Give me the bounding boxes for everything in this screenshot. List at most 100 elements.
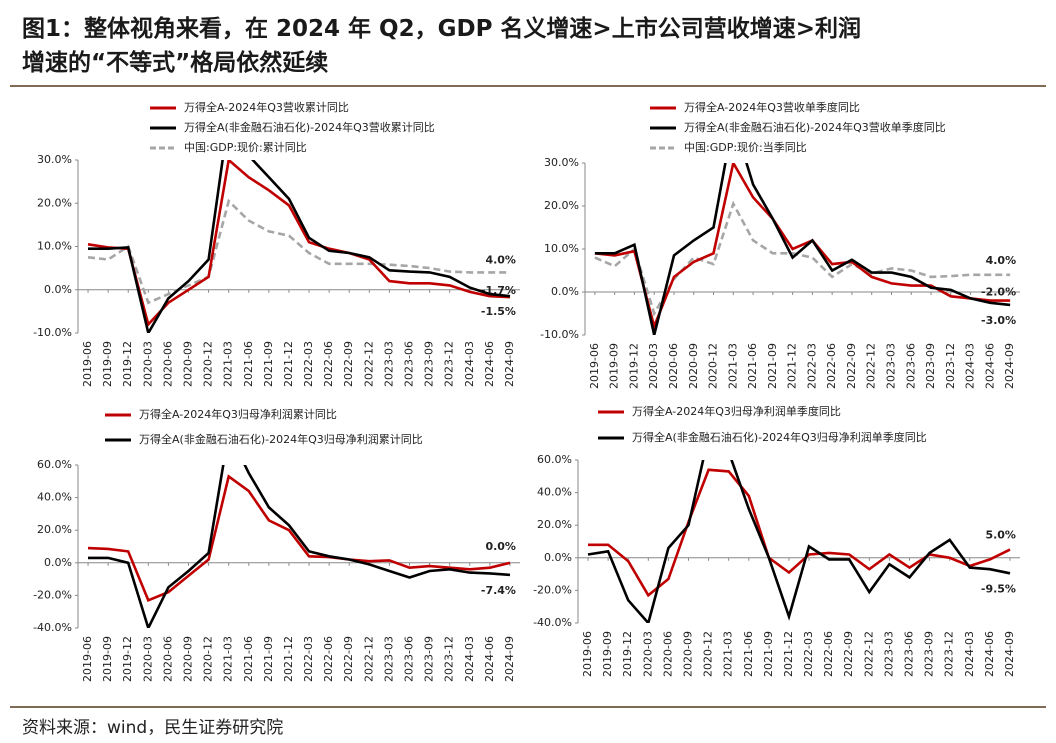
legend-label: 万得全A(非金融石油石化)-2024年Q3归母净利润单季度同比: [632, 430, 927, 444]
x-tick-label: 2022-06: [822, 631, 835, 677]
x-tick-label: 2020-12: [702, 631, 715, 677]
x-tick-label: 2022-06: [825, 343, 838, 389]
x-tick-label: 2023-03: [882, 631, 895, 677]
x-tick-label: 2022-12: [362, 341, 375, 387]
x-tick-label: 2023-09: [923, 631, 936, 677]
x-tick-label: 2019-09: [101, 341, 114, 387]
x-tick-label: 2022-09: [342, 341, 355, 387]
y-tick-label: 20.0%: [537, 518, 572, 531]
y-tick-label: 10.0%: [37, 240, 72, 253]
x-tick-label: 2023-12: [943, 631, 956, 677]
x-tick-label: 2020-03: [647, 343, 660, 389]
legend-label: 中国:GDP:现价:累计同比: [184, 141, 307, 154]
x-tick-label: 2021-09: [262, 341, 275, 387]
x-tick-label: 2019-12: [121, 636, 134, 682]
x-tick-label: 2020-12: [707, 343, 720, 389]
x-tick-label: 2024-03: [463, 341, 476, 387]
x-tick-label: 2024-09: [503, 636, 516, 682]
x-tick-label: 2021-09: [262, 636, 275, 682]
x-tick-label: 2024-03: [963, 631, 976, 677]
legend-label: 万得全A-2024年Q3营收单季度同比: [684, 100, 860, 114]
value-label: 0.0%: [485, 540, 516, 553]
x-tick-label: 2021-03: [222, 341, 235, 387]
x-tick-label: 2023-09: [924, 343, 937, 389]
x-tick-label: 2023-03: [382, 636, 395, 682]
x-tick-label: 2021-12: [782, 631, 795, 677]
y-tick-label: 20.0%: [544, 199, 579, 212]
y-tick-label: 20.0%: [37, 523, 72, 536]
y-tick-label: 10.0%: [544, 242, 579, 255]
x-tick-label: 2020-06: [661, 631, 674, 677]
y-tick-label: 0.0%: [44, 556, 72, 569]
x-tick-label: 2019-09: [101, 636, 114, 682]
page-title: 增速的“不等式”格局依然延续: [22, 49, 328, 76]
x-tick-label: 2024-06: [983, 343, 996, 389]
series-line: [587, 460, 1011, 623]
x-tick-label: 2023-03: [382, 341, 395, 387]
x-tick-label: 2022-03: [302, 636, 315, 682]
y-tick-label: 20.0%: [37, 196, 72, 209]
x-tick-label: 2020-03: [141, 341, 154, 387]
x-tick-label: 2021-12: [282, 341, 295, 387]
x-tick-label: 2023-12: [944, 343, 957, 389]
x-tick-label: 2023-06: [904, 343, 917, 389]
x-tick-label: 2024-06: [483, 636, 496, 682]
x-tick-label: 2022-03: [302, 341, 315, 387]
x-tick-label: 2021-06: [242, 636, 255, 682]
y-tick-label: 60.0%: [37, 458, 72, 471]
value-label: -7.4%: [481, 584, 516, 597]
value-label: 4.0%: [485, 253, 516, 266]
x-tick-label: 2024-09: [1003, 631, 1016, 677]
x-tick-label: 2020-09: [182, 341, 195, 387]
x-tick-label: 2020-06: [161, 341, 174, 387]
series-line: [88, 465, 511, 628]
series-line: [588, 468, 1011, 598]
legend-label: 万得全A(非金融石油石化)-2024年Q3营收单季度同比: [684, 120, 946, 134]
y-tick-label: -10.0%: [540, 328, 579, 341]
legend-label: 中国:GDP:现价:当季同比: [684, 140, 807, 154]
x-tick-label: 2022-03: [805, 343, 818, 389]
x-tick-label: 2019-09: [608, 343, 621, 389]
source: 资料来源：wind，民生证券研究院: [22, 718, 283, 738]
x-tick-label: 2021-06: [742, 631, 755, 677]
x-tick-label: 2023-06: [403, 636, 416, 682]
x-tick-label: 2020-12: [202, 341, 215, 387]
x-tick-label: 2023-12: [443, 636, 456, 682]
legend-label: 万得全A-2024年Q3营收累计同比: [184, 100, 349, 114]
x-tick-label: 2023-12: [443, 341, 456, 387]
x-tick-label: 2022-12: [865, 343, 878, 389]
x-tick-label: 2024-09: [503, 341, 516, 387]
x-tick-label: 2022-06: [322, 341, 335, 387]
y-tick-label: 0.0%: [551, 285, 579, 298]
legend-label: 万得全A-2024年Q3归母净利润单季度同比: [632, 404, 841, 418]
x-tick-label: 2019-06: [81, 341, 94, 387]
legend-label: 万得全A(非金融石油石化)-2024年Q3营收累计同比: [184, 120, 435, 134]
x-tick-label: 2024-03: [463, 636, 476, 682]
series-line: [87, 160, 511, 328]
y-tick-label: -40.0%: [33, 621, 72, 634]
series-line: [594, 163, 1011, 335]
x-tick-label: 2020-09: [182, 636, 195, 682]
x-tick-label: 2021-06: [242, 341, 255, 387]
x-tick-label: 2019-09: [601, 631, 614, 677]
x-tick-label: 2022-12: [862, 631, 875, 677]
legend-label: 万得全A-2024年Q3归母净利润累计同比: [139, 407, 337, 421]
x-tick-label: 2019-06: [581, 631, 594, 677]
x-tick-label: 2023-09: [423, 636, 436, 682]
x-tick-label: 2021-09: [762, 631, 775, 677]
x-tick-label: 2023-03: [884, 343, 897, 389]
y-tick-label: 0.0%: [544, 551, 572, 564]
x-tick-label: 2021-03: [722, 631, 735, 677]
x-tick-label: 2024-06: [483, 341, 496, 387]
x-tick-label: 2022-03: [802, 631, 815, 677]
series-line: [87, 474, 511, 602]
x-tick-label: 2020-03: [141, 636, 154, 682]
x-tick-label: 2021-09: [766, 343, 779, 389]
value-label: 5.0%: [985, 529, 1016, 542]
x-tick-label: 2020-12: [202, 636, 215, 682]
x-tick-label: 2022-09: [845, 343, 858, 389]
x-tick-label: 2020-09: [687, 343, 700, 389]
x-tick-label: 2019-12: [121, 341, 134, 387]
value-label: -1.5%: [481, 305, 516, 318]
x-tick-label: 2019-06: [588, 343, 601, 389]
